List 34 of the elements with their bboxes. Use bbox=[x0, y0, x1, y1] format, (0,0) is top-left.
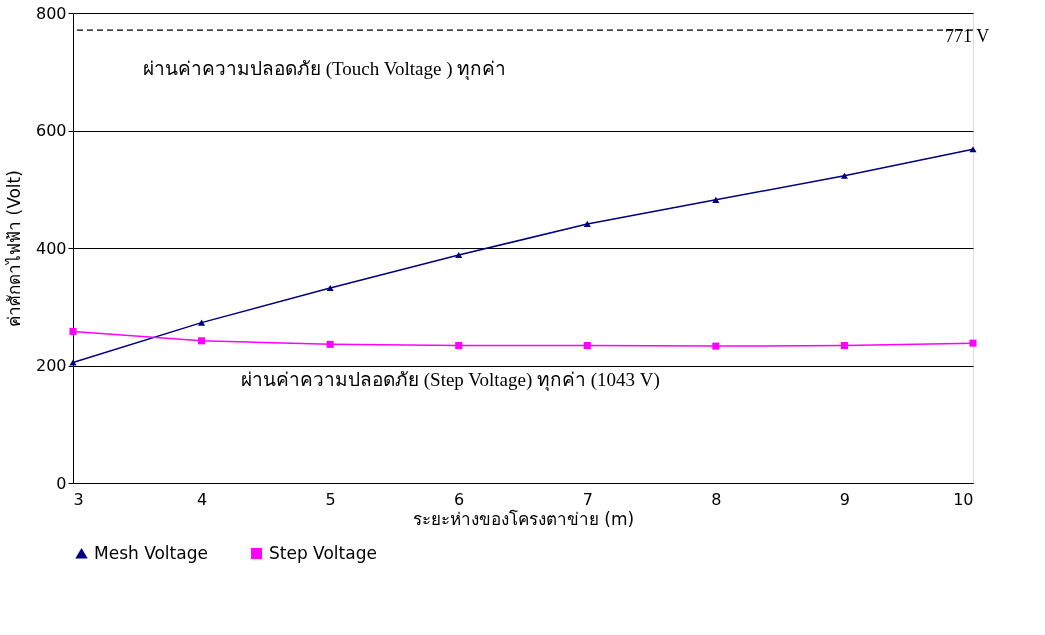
annotation: ผ่านค่าความปลอดภัย (Step Voltage) ทุกค่า (1043 V) bbox=[241, 368, 660, 392]
x-tick-label: 10 bbox=[953, 489, 974, 509]
annotation: ผ่านค่าความปลอดภัย (Touch Voltage ) ทุกค่า bbox=[143, 58, 507, 82]
x-tick-label: 6 bbox=[454, 489, 465, 509]
x-tick-label: 4 bbox=[196, 489, 208, 509]
point bbox=[455, 251, 463, 259]
ref-line-label: 771 V bbox=[945, 26, 990, 47]
point bbox=[198, 337, 206, 345]
point bbox=[712, 196, 720, 203]
point bbox=[326, 284, 334, 292]
x-axis-title: ระยะห่างของโครงตาข่าย (m) bbox=[412, 508, 635, 529]
y-tick-label: 600 bbox=[35, 121, 67, 140]
point bbox=[583, 341, 591, 350]
point bbox=[712, 342, 720, 350]
y-axis-title: ค่าศักดาไฟฟ้า (Volt) bbox=[3, 170, 24, 327]
x-tick-label: 5 bbox=[325, 489, 336, 509]
y-tick-label: 0 bbox=[56, 473, 67, 493]
legend-label: Step Voltage bbox=[269, 542, 377, 563]
point bbox=[326, 340, 334, 348]
x-tick-label: 3 bbox=[73, 489, 84, 509]
y-tick-label: 400 bbox=[35, 238, 67, 258]
y-tick-label: 200 bbox=[35, 356, 67, 375]
legend-label: Mesh Voltage bbox=[94, 542, 208, 563]
y-tick-label: 800 bbox=[35, 3, 67, 23]
point bbox=[583, 220, 591, 227]
point bbox=[198, 319, 206, 326]
point bbox=[840, 341, 848, 350]
point bbox=[969, 339, 977, 347]
x-tick-label: 7 bbox=[582, 489, 593, 509]
x-tick-label: 8 bbox=[711, 489, 722, 509]
x-tick-label: 9 bbox=[839, 489, 851, 509]
point bbox=[455, 341, 463, 350]
point bbox=[69, 327, 77, 335]
point bbox=[840, 172, 848, 179]
